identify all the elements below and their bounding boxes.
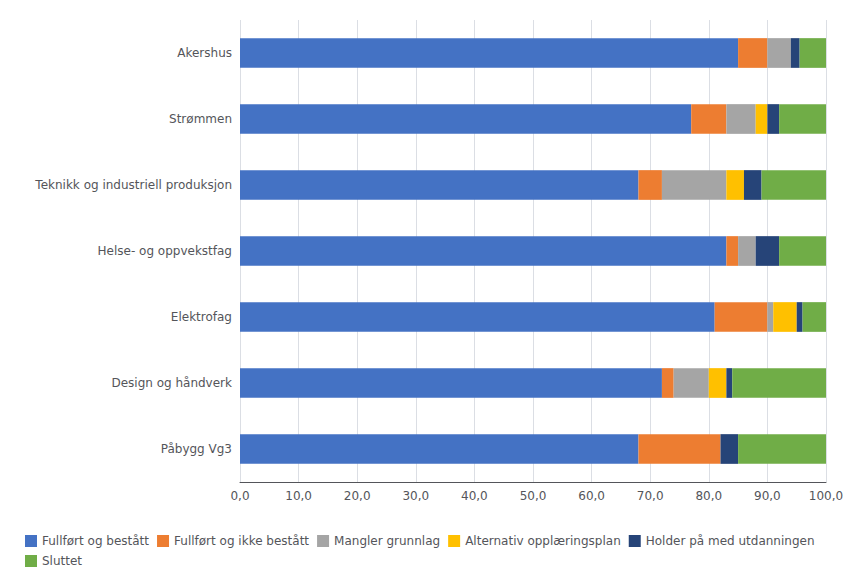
svg-text:Strømmen: Strømmen [169, 112, 232, 126]
svg-text:50,0: 50,0 [520, 489, 547, 503]
svg-text:70,0: 70,0 [637, 489, 664, 503]
svg-text:Påbygg Vg3: Påbygg Vg3 [161, 442, 232, 456]
svg-text:80,0: 80,0 [695, 489, 722, 503]
svg-text:Alternativ opplæringsplan: Alternativ opplæringsplan [465, 534, 621, 548]
svg-text:30,0: 30,0 [402, 489, 429, 503]
svg-text:10,0: 10,0 [285, 489, 312, 503]
svg-text:Teknikk og industriell produks: Teknikk og industriell produksjon [34, 178, 232, 192]
svg-text:Fullført og ikke bestått: Fullført og ikke bestått [174, 534, 309, 548]
svg-text:Helse- og oppvekstfag: Helse- og oppvekstfag [98, 244, 232, 258]
svg-text:Holder på med utdanningen: Holder på med utdanningen [646, 534, 815, 548]
svg-text:100,0: 100,0 [809, 489, 843, 503]
svg-text:0,0: 0,0 [230, 489, 249, 503]
svg-text:Design og håndverk: Design og håndverk [111, 376, 232, 390]
svg-text:Akershus: Akershus [177, 46, 232, 60]
svg-text:Fullført og bestått: Fullført og bestått [42, 534, 149, 548]
svg-text:Elektrofag: Elektrofag [171, 310, 232, 324]
svg-text:90,0: 90,0 [754, 489, 781, 503]
svg-text:Sluttet: Sluttet [42, 554, 82, 568]
svg-text:60,0: 60,0 [578, 489, 605, 503]
svg-text:40,0: 40,0 [461, 489, 488, 503]
svg-text:Mangler grunnlag: Mangler grunnlag [334, 534, 440, 548]
svg-text:20,0: 20,0 [344, 489, 371, 503]
